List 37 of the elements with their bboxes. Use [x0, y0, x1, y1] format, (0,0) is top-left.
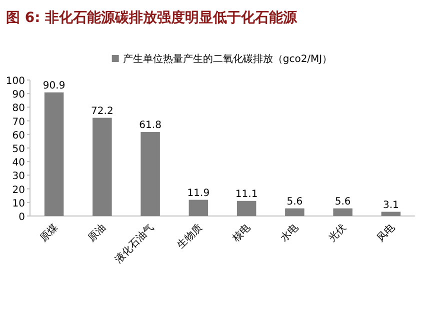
data-label: 3.1: [382, 200, 399, 211]
y-tick-label: 10: [12, 198, 25, 210]
bar: [140, 132, 160, 216]
data-label: 11.9: [187, 188, 210, 199]
data-label: 61.8: [139, 120, 162, 131]
x-tick-label: 生物质: [174, 222, 205, 252]
bar: [188, 200, 208, 216]
data-label: 90.9: [42, 80, 66, 92]
y-tick-label: 40: [12, 158, 25, 169]
y-tick-label: 50: [12, 144, 25, 155]
x-tick-label: 风电: [374, 222, 398, 244]
chart-title: 图 6: 非化石能源碳排放强度明显低于化石能源: [6, 9, 298, 26]
y-tick-label: 0: [18, 212, 25, 223]
y-tick-label: 80: [12, 103, 25, 114]
bar: [92, 118, 112, 216]
y-tick-label: 60: [12, 130, 25, 142]
y-tick-label: 70: [12, 116, 25, 128]
y-tick-label: 20: [12, 184, 25, 196]
x-tick-label: 水电: [278, 222, 301, 244]
data-label: 72.2: [91, 106, 114, 117]
y-tick-label: 100: [6, 76, 25, 87]
data-label: 11.1: [235, 188, 258, 200]
bar: [44, 92, 64, 216]
bar: [381, 212, 401, 216]
x-tick-label: 核电: [229, 222, 253, 245]
x-tick-label: 原煤: [38, 222, 60, 244]
y-tick-label: 30: [12, 171, 25, 182]
y-tick-label: 90: [12, 90, 25, 101]
bar: [285, 208, 304, 216]
legend-label: 产生单位热量产生的二氧化碳排放（gco2/MJ）: [122, 53, 332, 65]
data-label: 5.6: [334, 196, 351, 208]
x-tick-label: 原油: [86, 222, 108, 244]
bar: [236, 200, 256, 216]
x-tick-label: 光伏: [326, 222, 349, 244]
x-tick-label: 液化石油气: [112, 222, 156, 266]
bar: [333, 208, 352, 216]
data-label: 5.6: [286, 196, 303, 208]
